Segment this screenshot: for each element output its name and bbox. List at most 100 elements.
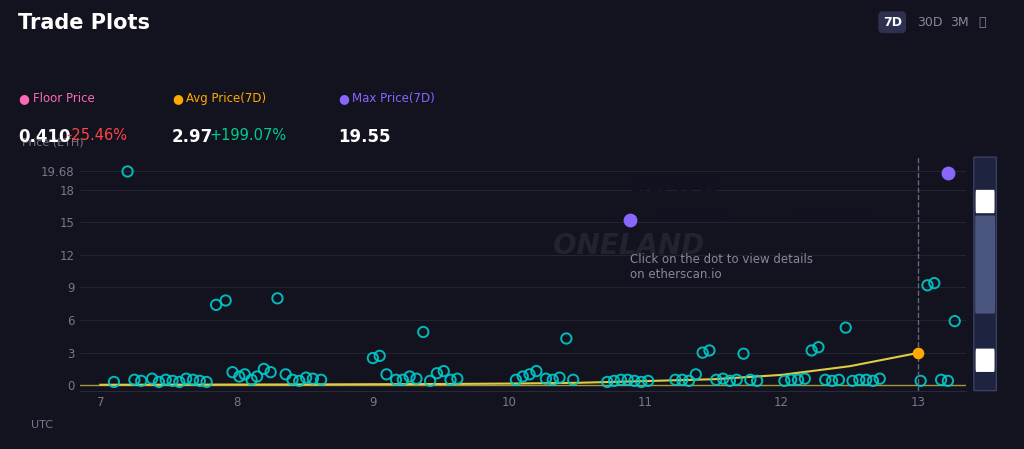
Point (909, 349, 926, 357)
Point (633, 379, 649, 386)
Point (105, 379, 122, 386)
Point (817, 376, 834, 383)
Point (728, 376, 744, 383)
Point (365, 354, 381, 361)
Point (824, 377, 841, 384)
Point (742, 376, 759, 383)
Point (409, 375, 425, 382)
Point (120, 168, 136, 175)
Point (851, 376, 867, 383)
Point (858, 376, 874, 383)
Point (244, 376, 260, 383)
Point (269, 295, 286, 302)
Point (372, 352, 388, 360)
Text: 19.55: 19.55 (338, 128, 390, 146)
Point (224, 369, 241, 376)
Point (278, 371, 294, 378)
Point (940, 377, 956, 384)
Point (797, 375, 813, 382)
FancyBboxPatch shape (976, 190, 994, 213)
Point (940, 169, 956, 176)
Point (217, 297, 233, 304)
Text: -25.46%: -25.46% (67, 128, 128, 143)
Text: Avg Price(7D): Avg Price(7D) (186, 92, 266, 105)
Text: UTC: UTC (31, 420, 53, 430)
Point (508, 376, 524, 383)
Point (199, 379, 215, 386)
Text: Trade Plots: Trade Plots (18, 13, 151, 34)
Point (256, 365, 272, 373)
Text: Max Price: Max Price (663, 210, 726, 223)
Point (865, 377, 882, 384)
Point (830, 376, 847, 383)
FancyBboxPatch shape (976, 348, 994, 372)
Text: ●: ● (338, 92, 349, 105)
FancyBboxPatch shape (974, 157, 996, 391)
Point (912, 377, 929, 384)
Point (599, 379, 615, 386)
Point (545, 376, 561, 383)
Point (674, 376, 690, 383)
Point (606, 377, 623, 384)
Point (285, 376, 301, 383)
Point (627, 377, 643, 384)
Point (612, 376, 629, 383)
Point (151, 379, 167, 386)
Point (388, 376, 404, 383)
Text: 19.55 ETH: 19.55 ETH (797, 210, 872, 223)
Point (810, 343, 826, 351)
Point (790, 376, 806, 383)
Point (435, 367, 452, 374)
Point (291, 377, 307, 384)
Point (515, 373, 531, 380)
Point (620, 376, 636, 383)
Text: ONELAND: ONELAND (553, 232, 705, 260)
Point (231, 373, 248, 380)
Point (681, 377, 697, 384)
Text: ●: ● (172, 92, 183, 105)
Point (722, 377, 738, 384)
Point (845, 377, 861, 384)
Point (920, 282, 936, 289)
Point (776, 377, 793, 384)
Text: 2.97: 2.97 (172, 128, 213, 146)
Point (688, 371, 705, 378)
Point (450, 375, 466, 382)
Point (701, 347, 718, 354)
Point (933, 376, 949, 383)
Text: Click on the dot to view details
on etherscan.io: Click on the dot to view details on ethe… (631, 253, 813, 281)
Text: 3M: 3M (950, 16, 969, 29)
Point (237, 371, 253, 378)
Point (126, 376, 142, 383)
Text: Price (ETH): Price (ETH) (23, 138, 84, 148)
Point (313, 376, 330, 383)
Point (178, 375, 195, 382)
Point (926, 280, 942, 287)
Point (208, 301, 224, 308)
Point (668, 376, 684, 383)
Text: Floor Price: Floor Price (33, 92, 94, 105)
Point (442, 376, 459, 383)
Point (429, 370, 445, 377)
Point (171, 379, 187, 386)
Point (415, 328, 431, 335)
Point (640, 377, 656, 384)
Point (298, 374, 314, 381)
Text: Max Price(7D): Max Price(7D) (352, 92, 435, 105)
Point (715, 375, 731, 382)
Point (551, 374, 567, 381)
Point (749, 377, 765, 384)
Point (538, 375, 554, 382)
Point (558, 335, 574, 342)
Point (305, 375, 322, 382)
Text: 7D: 7D (883, 16, 902, 29)
Text: 0.410: 0.410 (18, 128, 71, 146)
Point (191, 377, 208, 384)
Point (394, 376, 411, 383)
Point (871, 375, 888, 382)
Point (133, 377, 150, 384)
Point (521, 371, 538, 378)
Point (262, 369, 279, 376)
Point (783, 376, 800, 383)
Text: 30D: 30D (918, 16, 943, 29)
